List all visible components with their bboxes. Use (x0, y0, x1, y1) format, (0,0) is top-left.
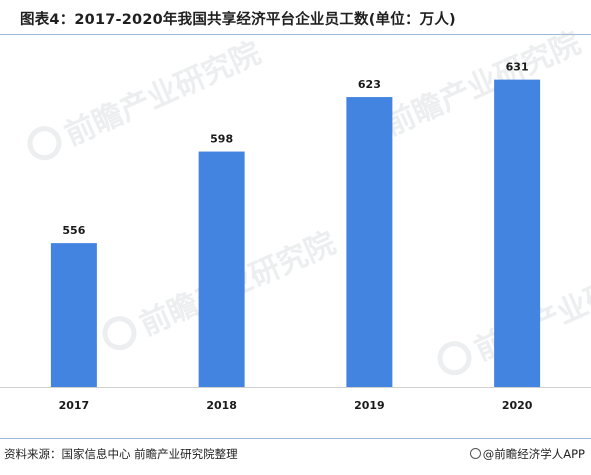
chart-title: 图表4：2017-2020年我国共享经济平台企业员工数(单位：万人) (20, 12, 456, 28)
x-tick-label: 2017 (59, 399, 90, 412)
brand-text: @前瞻经济学人APP (482, 447, 585, 461)
footer-divider (0, 438, 591, 439)
bar (346, 97, 393, 387)
title-divider (0, 34, 591, 35)
brand-label: @前瞻经济学人APP (469, 446, 585, 462)
data-label: 598 (210, 133, 233, 146)
data-label: 631 (506, 61, 529, 74)
bar-chart: 556 2017 598 2018 623 2019 631 2020 (0, 61, 591, 412)
data-label: 556 (62, 224, 85, 237)
source-note: 资料来源：国家信息中心 前瞻产业研究院整理 (4, 447, 238, 461)
x-tick-label: 2019 (354, 399, 385, 412)
data-label: 623 (358, 78, 381, 91)
x-tick-label: 2018 (206, 399, 237, 412)
bar (494, 79, 541, 388)
bar (50, 243, 97, 387)
bar (198, 151, 245, 387)
x-tick-label: 2020 (502, 399, 533, 412)
brand-logo-icon (469, 448, 481, 459)
